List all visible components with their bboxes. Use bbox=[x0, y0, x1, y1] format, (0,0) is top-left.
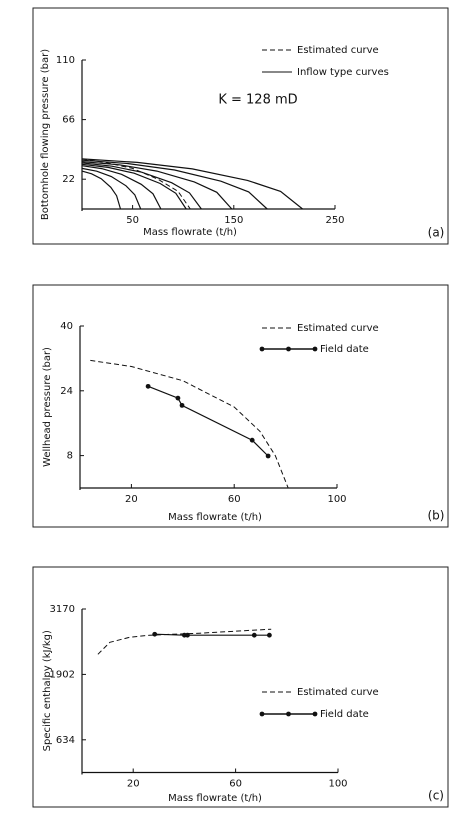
data-point bbox=[179, 402, 185, 408]
panel-label: (b) bbox=[428, 509, 445, 523]
data-point bbox=[152, 631, 158, 637]
legend-label: Inflow type curves bbox=[297, 67, 389, 78]
y-tick-label: 22 bbox=[62, 174, 75, 185]
data-line bbox=[147, 385, 269, 457]
data-point bbox=[145, 383, 151, 389]
data-point bbox=[175, 395, 181, 401]
x-tick-label: 60 bbox=[228, 494, 241, 505]
data-point bbox=[265, 453, 271, 459]
data-line bbox=[81, 158, 303, 210]
x-tick-label: 100 bbox=[327, 494, 346, 505]
legend-marker bbox=[312, 711, 318, 717]
legend-label: Field date bbox=[320, 344, 369, 355]
y-tick-label: 40 bbox=[60, 321, 73, 332]
annotation: K = 128 mD bbox=[218, 93, 297, 108]
y-axis-label: Wellhead pressure (bar) bbox=[42, 347, 53, 467]
x-tick-label: 100 bbox=[328, 779, 347, 790]
x-tick-label: 250 bbox=[325, 215, 344, 226]
legend-marker bbox=[312, 346, 318, 352]
panel-frame bbox=[32, 566, 449, 808]
data-line bbox=[90, 359, 289, 489]
y-axis-label: Bottomhole flowing pressure (bar) bbox=[40, 49, 51, 220]
y-tick-label: 634 bbox=[56, 735, 75, 746]
legend-label: Estimated curve bbox=[297, 687, 379, 698]
legend-label: Estimated curve bbox=[297, 323, 379, 334]
legend-marker bbox=[259, 346, 265, 352]
x-tick-label: 150 bbox=[224, 215, 243, 226]
y-tick-label: 24 bbox=[60, 386, 73, 397]
legend-label: Estimated curve bbox=[297, 45, 379, 56]
panel-frame bbox=[32, 284, 449, 528]
panel-label: (a) bbox=[428, 226, 445, 240]
data-line bbox=[81, 165, 162, 210]
data-point bbox=[185, 632, 190, 638]
x-axis-label: Mass flowrate (t/h) bbox=[168, 793, 262, 804]
legend-marker bbox=[286, 711, 291, 717]
data-line bbox=[81, 163, 187, 210]
panel-label: (c) bbox=[428, 789, 444, 803]
y-tick-label: 3170 bbox=[50, 604, 75, 615]
data-line bbox=[81, 159, 268, 210]
data-point bbox=[266, 632, 272, 638]
data-line bbox=[81, 161, 233, 210]
x-tick-label: 20 bbox=[125, 494, 138, 505]
x-tick-label: 50 bbox=[126, 215, 139, 226]
legend-label: Field date bbox=[320, 709, 369, 720]
y-tick-label: 66 bbox=[62, 115, 75, 126]
x-tick-label: 60 bbox=[229, 779, 242, 790]
data-point bbox=[251, 632, 257, 638]
data-line bbox=[81, 167, 142, 210]
legend-marker bbox=[259, 711, 265, 717]
y-tick-label: 8 bbox=[67, 451, 73, 462]
y-tick-label: 110 bbox=[56, 55, 75, 66]
x-axis-label: Mass flowrate (t/h) bbox=[143, 227, 237, 238]
y-axis-label: Specific enthalpy (kJ/kg) bbox=[42, 630, 53, 751]
y-tick-label: 1902 bbox=[50, 669, 75, 680]
legend-marker bbox=[286, 346, 291, 352]
data-line bbox=[81, 170, 122, 210]
data-line bbox=[81, 162, 202, 210]
data-point bbox=[249, 437, 255, 443]
x-tick-label: 20 bbox=[127, 779, 140, 790]
x-axis-label: Mass flowrate (t/h) bbox=[168, 512, 262, 523]
panel-frame bbox=[32, 7, 449, 245]
